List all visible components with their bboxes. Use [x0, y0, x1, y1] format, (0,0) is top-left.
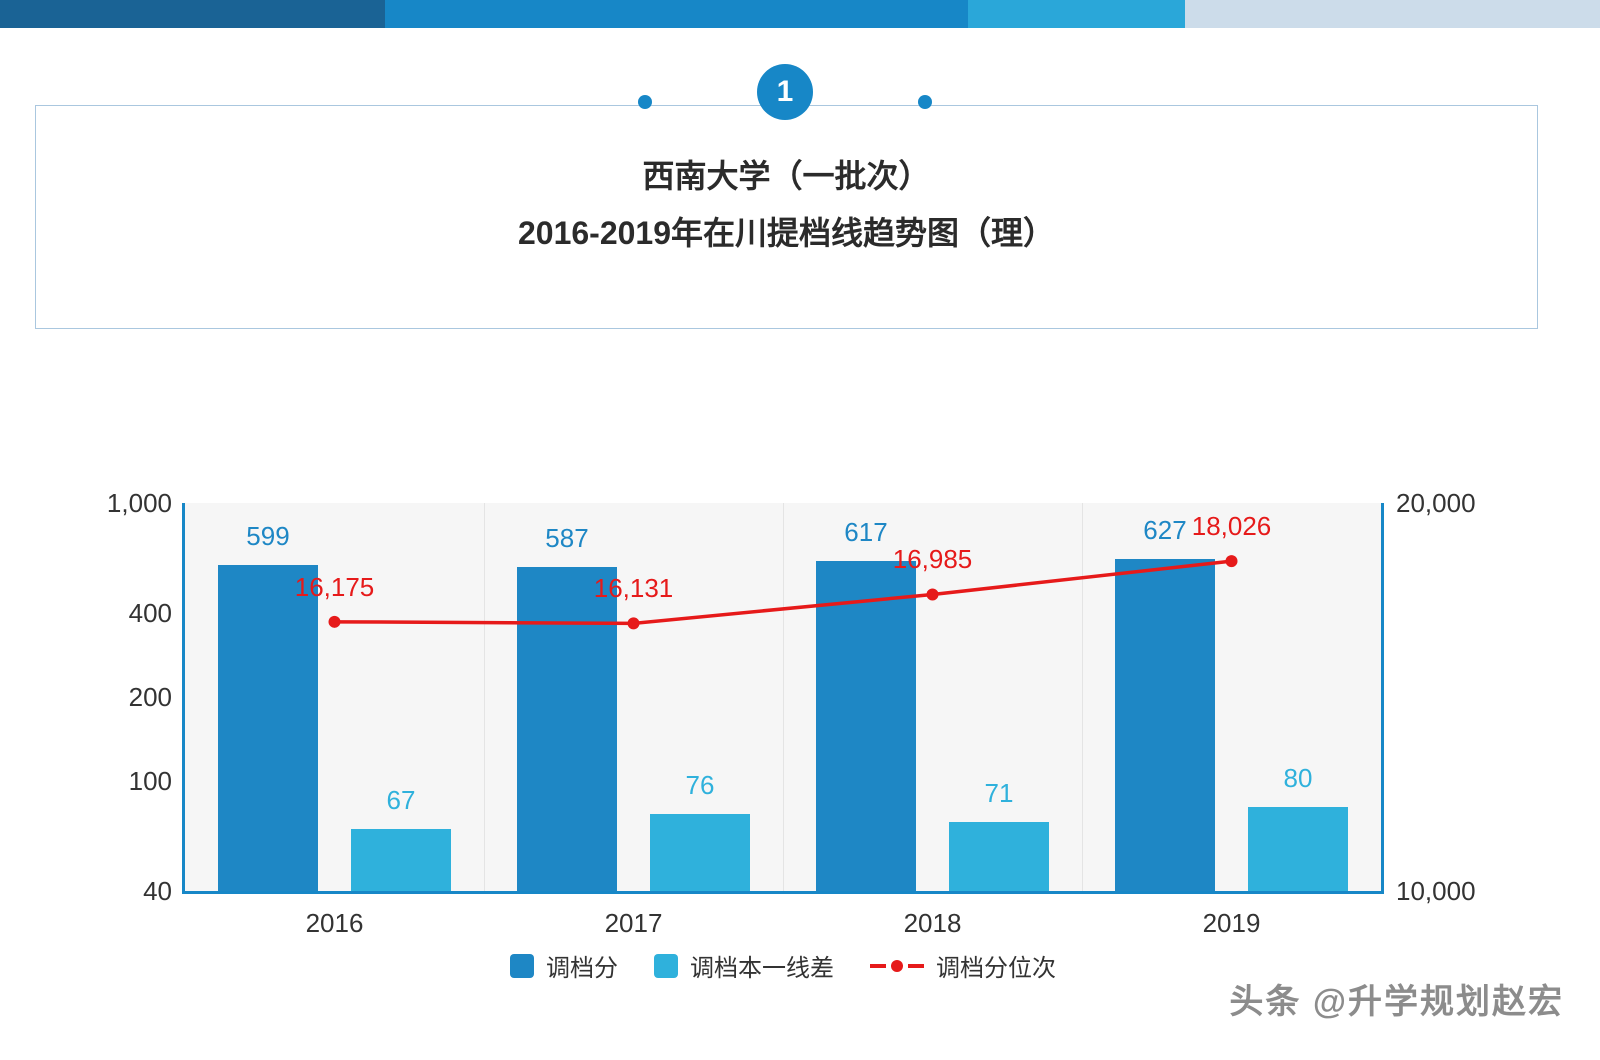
line-value-label-2017: 16,131	[593, 573, 674, 604]
y-tick-left-1000: 1,000	[106, 488, 172, 518]
y-axis-line-left	[182, 503, 185, 894]
gridline	[1082, 503, 1083, 891]
legend-line-marker-icon	[870, 959, 924, 972]
chart-title-line-2: 2016-2019年在川提档线趋势图（理）	[517, 215, 1056, 251]
y-tick-left-40: 40	[143, 876, 172, 906]
x-axis-label-2018: 2018	[903, 908, 962, 938]
line-point-2018	[926, 588, 939, 601]
bar-value-label-2016: 599	[246, 520, 290, 551]
line-point-2016	[328, 615, 341, 628]
x-axis-label-2019: 2019	[1202, 908, 1261, 938]
bar-series1-2017	[517, 567, 617, 891]
header-bar-segment-4	[1185, 0, 1600, 28]
line-value-label-2016: 16,175	[294, 571, 375, 602]
bar-series1-2019	[1115, 559, 1215, 891]
watermark-text: 头条 @升学规划赵宏	[1229, 983, 1564, 1021]
bar-series2-2016	[351, 828, 451, 891]
bar-value-label-2018: 71	[984, 777, 1014, 808]
gridline	[783, 503, 784, 891]
bar-value-label-2019: 627	[1143, 515, 1187, 546]
y-tick-right-20000: 20,000	[1396, 488, 1476, 518]
legend-label-score: 调档分	[546, 955, 618, 982]
bar-value-label-2016: 67	[386, 784, 416, 815]
chart-legend: 调档分 调档本一线差 调档分位次	[185, 948, 1381, 983]
chart-plot-area: 599 587 617 627 67 76 71 80 16,175 16,131 16,985 18…	[185, 503, 1381, 891]
decorative-dot-left	[638, 95, 652, 109]
chart-title-line-1: 西南大学（一批次）	[642, 158, 931, 194]
x-axis-line	[182, 891, 1384, 894]
gridline	[484, 503, 485, 891]
bar-series1-2018	[816, 561, 916, 891]
legend-item-line-rank: 调档分位次	[870, 948, 1056, 983]
legend-swatch-light-blue-icon	[654, 953, 678, 978]
line-point-2019	[1225, 555, 1238, 568]
bar-value-label-2019: 80	[1283, 763, 1313, 794]
line-point-2017	[627, 617, 640, 630]
section-number-badge: 1	[757, 64, 813, 120]
bar-value-label-2017: 76	[685, 769, 715, 800]
legend-label-rank: 调档分位次	[936, 955, 1056, 982]
title-card: 西南大学（一批次） 2016-2019年在川提档线趋势图（理）	[35, 105, 1538, 329]
y-tick-left-200: 200	[128, 682, 172, 712]
x-axis-label-2016: 2016	[305, 908, 364, 938]
x-axis-label-2017: 2017	[604, 908, 663, 938]
legend-item-bar-score: 调档分	[510, 948, 618, 983]
bar-series2-2018	[949, 821, 1049, 891]
bar-series1-2016	[218, 564, 318, 891]
bar-series2-2019	[1248, 807, 1348, 891]
legend-label-diff: 调档本一线差	[690, 955, 834, 982]
legend-item-bar-diff: 调档本一线差	[654, 948, 834, 983]
line-value-label-2019: 18,026	[1191, 511, 1272, 542]
legend-swatch-dark-blue-icon	[510, 953, 534, 978]
bar-value-label-2018: 617	[844, 517, 888, 548]
y-tick-left-100: 100	[128, 766, 172, 796]
decorative-dot-right	[918, 95, 932, 109]
line-value-label-2018: 16,985	[892, 544, 973, 575]
header-bar-segment-2	[385, 0, 968, 28]
header-bar-segment-3	[968, 0, 1185, 28]
header-bar-segment-1	[0, 0, 385, 28]
y-tick-right-10000: 10,000	[1396, 876, 1476, 906]
y-tick-left-400: 400	[128, 598, 172, 628]
bar-value-label-2017: 587	[545, 523, 589, 554]
y-axis-line-right	[1381, 503, 1384, 894]
header-bar	[0, 0, 1600, 28]
bar-series2-2017	[650, 813, 750, 891]
